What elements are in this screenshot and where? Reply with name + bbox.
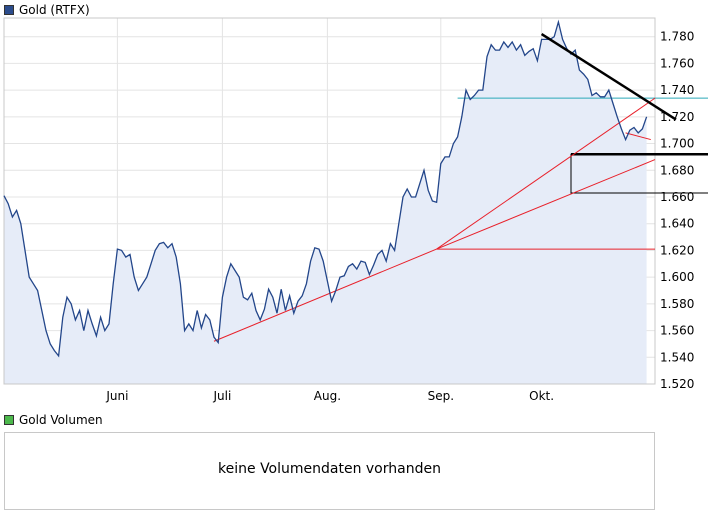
y-tick-label: 1.580 [660,297,694,311]
y-tick-label: 1.540 [660,350,694,364]
x-tick-label: Aug. [314,389,341,403]
x-tick-label: Okt. [529,389,554,403]
y-tick-label: 1.700 [660,137,694,151]
y-tick-label: 1.780 [660,30,694,44]
price-legend-label: Gold (RTFX) [19,3,90,17]
plot-frame [3,17,656,385]
y-tick-label: 1.620 [660,243,694,257]
x-tick-label: Juli [212,389,231,403]
volume-legend-label: Gold Volumen [19,413,103,427]
y-tick-label: 1.680 [660,163,694,177]
x-tick-label: Juni [105,389,128,403]
red-trend-line [625,132,651,141]
volume-legend-swatch [4,415,14,425]
price-legend-swatch [4,5,14,15]
red-trend-line [436,159,656,250]
red-trend-line [436,97,656,250]
volume-empty-message: keine Volumendaten vorhanden [218,461,441,477]
y-tick-label: 1.740 [660,83,694,97]
volume-panel: keine Volumendaten vorhanden [4,432,655,510]
volume-legend: Gold Volumen [4,412,103,428]
y-tick-label: 1.760 [660,56,694,70]
price-area-fill [4,22,647,384]
y-tick-label: 1.520 [660,377,694,391]
x-tick-label: Sep. [428,389,454,403]
y-tick-label: 1.600 [660,270,694,284]
y-tick-label: 1.660 [660,190,694,204]
price-line [3,19,648,358]
red-trend-line [213,248,437,342]
y-tick-label: 1.640 [660,217,694,231]
price-chart: 1.520 1.540 1.560 1.580 1.600 1.620 1.640 1.660… [3,17,708,403]
price-legend: Gold (RTFX) [4,2,90,18]
y-tick-label: 1.560 [660,324,694,338]
black-downtrend-line [540,32,677,121]
